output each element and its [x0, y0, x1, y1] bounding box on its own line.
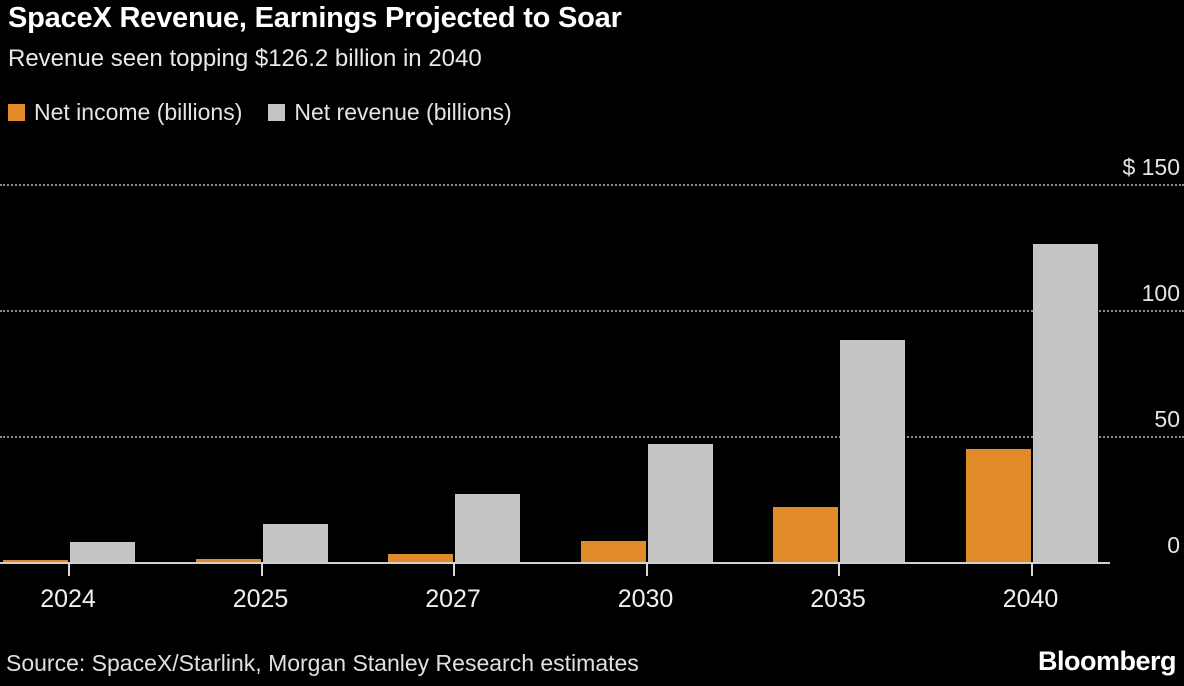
bar-net-revenue-2040[interactable] — [1032, 243, 1098, 562]
x-tick-label-2030: 2030 — [617, 585, 674, 613]
legend-item-net-income[interactable]: Net income (billions) — [8, 101, 242, 124]
gridline-100 — [0, 310, 1184, 312]
x-tick-2040 — [1030, 562, 1033, 576]
x-tick-2035 — [838, 562, 840, 576]
bar-net-revenue-2030[interactable] — [647, 443, 713, 562]
gridline-150 — [0, 184, 1184, 186]
legend-swatch-net-income — [8, 104, 25, 121]
x-tick-2027 — [453, 562, 455, 576]
x-tick-label-2024: 2024 — [40, 585, 96, 613]
bar-net-income-2030[interactable] — [580, 540, 646, 562]
x-tick-label-2025: 2025 — [232, 585, 289, 613]
bar-net-revenue-2024[interactable] — [70, 541, 135, 562]
x-tick-2025 — [260, 562, 263, 576]
legend-label-net-revenue: Net revenue (billions) — [294, 99, 512, 125]
y-tick-label-100: 100 — [1141, 280, 1180, 306]
source-note: Source: SpaceX/Starlink, Morgan Stanley … — [6, 650, 639, 676]
x-tick-2024 — [68, 562, 70, 576]
page-title: SpaceX Revenue, Earnings Projected to So… — [8, 2, 622, 34]
x-tick-label-2035: 2035 — [810, 585, 866, 613]
x-tick-label-2027: 2027 — [425, 585, 481, 613]
x-axis-line — [0, 562, 1110, 564]
page-subtitle: Revenue seen topping $126.2 billion in 2… — [8, 45, 482, 72]
bar-net-revenue-2035[interactable] — [840, 340, 905, 562]
y-tick-label-0: 0 — [1167, 532, 1180, 558]
legend-item-net-revenue[interactable]: Net revenue (billions) — [268, 99, 512, 125]
bar-net-income-2035[interactable] — [773, 506, 838, 562]
legend-swatch-net-revenue — [268, 104, 286, 121]
y-tick-label-50: 50 — [1154, 406, 1180, 432]
gridline-50 — [0, 436, 1184, 438]
bloomberg-logo: Bloomberg — [1037, 646, 1177, 676]
x-tick-2030 — [645, 562, 648, 576]
bar-net-income-2024[interactable] — [3, 560, 68, 562]
legend-label-net-income: Net income (billions) — [34, 99, 243, 125]
bar-net-revenue-2027[interactable] — [455, 493, 520, 562]
bar-net-income-2025[interactable] — [195, 558, 261, 562]
bar-net-income-2040[interactable] — [965, 448, 1031, 562]
bar-net-revenue-2025[interactable] — [262, 524, 328, 562]
x-tick-label-2040: 2040 — [1002, 585, 1059, 613]
bar-net-income-2027[interactable] — [388, 554, 453, 562]
chart-plot-area: $ 150 100 50 0 2024 2025 2027 2030 2035 2040 — [0, 150, 1184, 612]
y-tick-label-150: $ 150 — [1122, 154, 1180, 180]
chart-legend: Net income (billions) Net revenue (billi… — [8, 101, 512, 124]
